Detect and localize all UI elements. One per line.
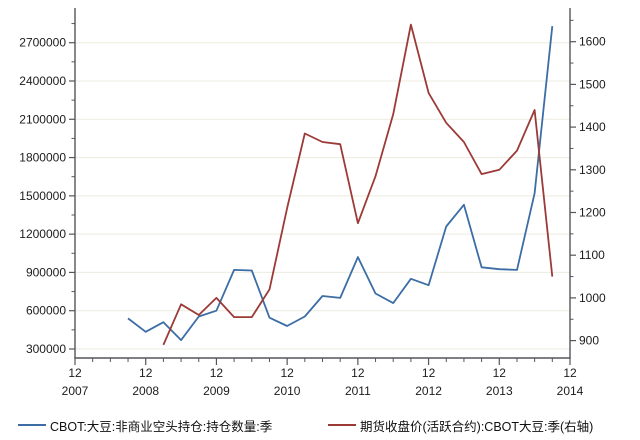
axes — [74, 8, 571, 359]
axis-tick-label: 1000 — [579, 291, 606, 305]
axis-tick-label: 2014 — [557, 384, 584, 398]
chart-canvas: 300000 600000 900000 1200000 1500000 1800000 2… — [19, 8, 606, 398]
axis-tick-label: 12 — [68, 366, 82, 380]
y-right-axis: 900 1000 1100 1200 1300 1400 1500 1600 — [570, 19, 606, 348]
axis-tick-label: 1500 — [579, 77, 606, 91]
axis-tick-label: 2013 — [486, 384, 513, 398]
x-axis: 12 2007 12 2008 12 2009 12 2010 12 2011 12 2012 12 20… — [62, 358, 584, 398]
axis-tick-label: 2007 — [62, 384, 89, 398]
y-left-axis: 300000 600000 900000 1200000 1500000 1800000 2… — [19, 23, 75, 356]
axis-tick-label: 2009 — [203, 384, 230, 398]
legend-label-short-positions: CBOT:大豆:非商业空头持仓:持仓数量:季 — [50, 419, 273, 434]
axis-tick-label: 2010 — [274, 384, 301, 398]
legend-swatch-blue-line — [18, 424, 46, 426]
futures-price-line — [162, 23, 554, 346]
legend-label-futures-price: 期货收盘价(活跃合约):CBOT大豆:季(右轴) — [360, 419, 594, 434]
legend-item-futures-price: 期货收盘价(活跃合约):CBOT大豆:季(右轴) — [328, 417, 594, 434]
axis-tick-label: 12 — [139, 366, 153, 380]
axis-tick-label: 2700000 — [19, 36, 66, 50]
axis-tick-label: 600000 — [26, 304, 66, 318]
axis-tick-label: 2012 — [415, 384, 442, 398]
axis-tick-label: 1400 — [579, 120, 606, 134]
axis-tick-label: 1200000 — [19, 227, 66, 241]
axis-tick-label: 2400000 — [19, 74, 66, 88]
axis-tick-label: 12 — [280, 366, 294, 380]
axis-tick-label: 12 — [493, 366, 507, 380]
axis-tick-label: 1800000 — [19, 151, 66, 165]
short-positions-line — [127, 26, 554, 342]
axis-tick-label: 1600 — [579, 35, 606, 49]
axis-tick-label: 1300 — [579, 163, 606, 177]
axis-tick-label: 300000 — [26, 342, 66, 356]
axis-tick-label: 12 — [422, 366, 436, 380]
axis-tick-label: 2100000 — [19, 112, 66, 126]
axis-tick-label: 12 — [351, 366, 365, 380]
axis-tick-label: 1500000 — [19, 189, 66, 203]
axis-tick-label: 900 — [579, 334, 599, 348]
legend-swatch-red-line — [328, 424, 356, 426]
axis-tick-label: 2008 — [132, 384, 159, 398]
axis-tick-label: 12 — [210, 366, 224, 380]
axis-tick-label: 900000 — [26, 265, 66, 279]
legend-item-short-positions: CBOT:大豆:非商业空头持仓:持仓数量:季 — [18, 417, 273, 434]
axis-tick-label: 1100 — [579, 248, 605, 262]
axis-tick-label: 12 — [563, 366, 577, 380]
axis-tick-label: 2011 — [345, 384, 371, 398]
axis-tick-label: 1200 — [579, 206, 606, 220]
gridlines — [75, 42, 570, 350]
